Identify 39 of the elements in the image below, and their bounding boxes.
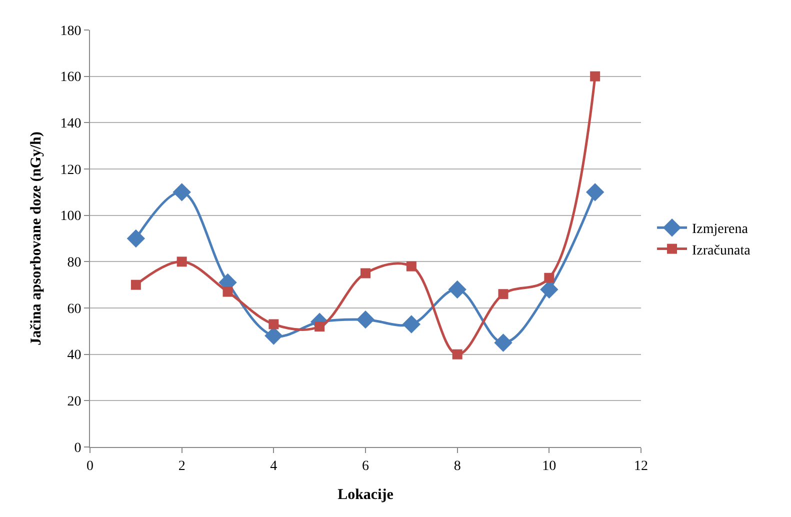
point — [360, 268, 370, 278]
y-tick-label: 40 — [67, 348, 82, 364]
y-tick-label: 140 — [60, 116, 82, 132]
point — [314, 322, 325, 332]
x-tick-label: 4 — [270, 458, 278, 474]
point — [590, 71, 600, 82]
y-tick-label: 20 — [67, 394, 82, 410]
point — [406, 261, 416, 272]
x-tick-label: 6 — [362, 458, 369, 474]
x-axis-title: Lokacije — [338, 486, 394, 503]
y-tick-label: 80 — [67, 256, 82, 271]
y-tick-label: 180 — [60, 24, 82, 39]
point — [448, 280, 466, 299]
point — [586, 183, 604, 202]
x-tick-label: 8 — [454, 458, 461, 474]
y-tick-label: 120 — [60, 162, 82, 178]
point — [544, 272, 554, 283]
y-axis-title: Jačina apsorbovane doze (nGy/h) — [28, 132, 44, 346]
point — [130, 280, 141, 290]
point — [452, 349, 462, 360]
point — [176, 256, 187, 267]
y-tick-label: 100 — [60, 209, 82, 224]
point — [126, 229, 146, 248]
legend-label: Izmjerena — [692, 222, 749, 238]
y-tick-label: 160 — [60, 70, 82, 86]
point — [402, 315, 421, 334]
point — [356, 310, 375, 329]
point — [222, 286, 233, 297]
x-tick-label: 2 — [178, 458, 186, 474]
x-tick-label: 12 — [634, 458, 648, 474]
y-tick-label: 0 — [74, 440, 82, 456]
point — [172, 183, 191, 202]
x-tick-label: 10 — [542, 458, 556, 474]
x-tick-label: 0 — [86, 458, 94, 474]
point — [494, 334, 512, 352]
y-tick-label: 60 — [67, 302, 82, 317]
legend-label: Izračunata — [692, 243, 752, 258]
point — [268, 319, 279, 330]
point — [498, 289, 508, 300]
